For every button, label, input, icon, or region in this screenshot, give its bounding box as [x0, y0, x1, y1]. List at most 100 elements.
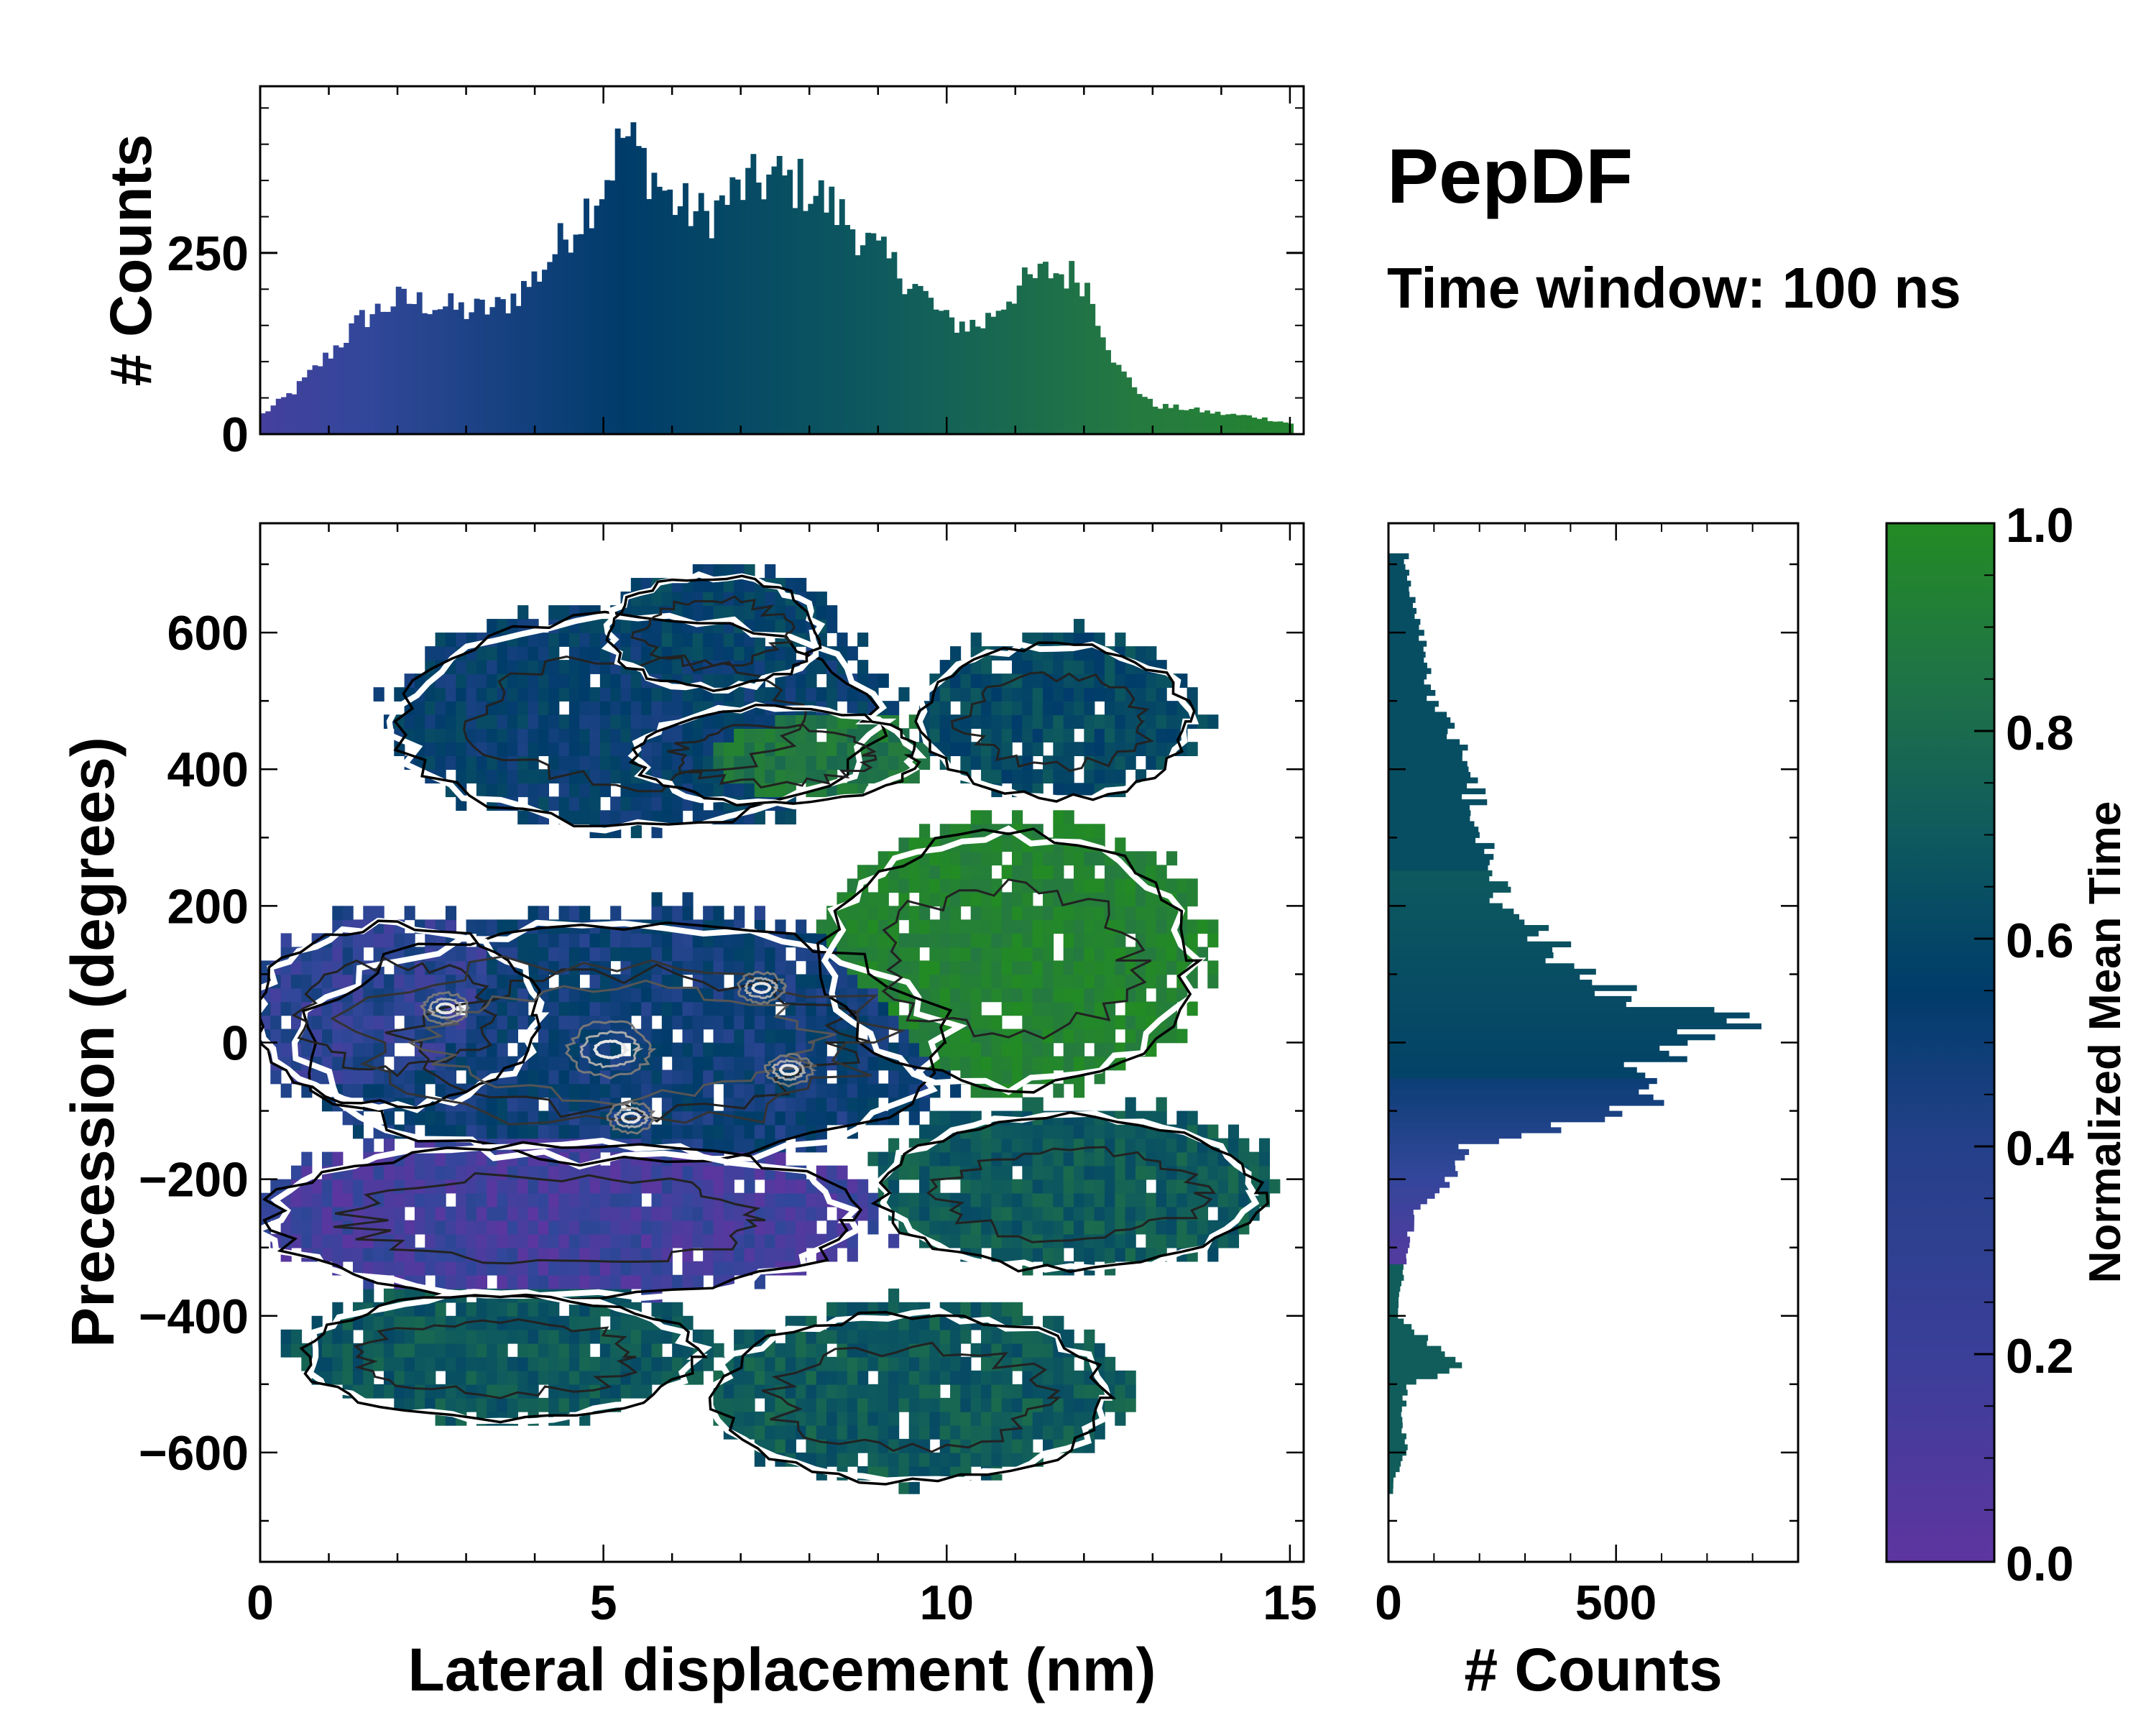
contour-line — [628, 704, 921, 807]
heatmap-cell — [528, 1110, 539, 1126]
contour-line — [761, 1341, 1061, 1453]
heatmap-cell — [713, 1206, 724, 1221]
heatmap-cell — [960, 1042, 972, 1057]
heatmap-cell — [1104, 988, 1116, 1003]
heatmap-cell — [456, 769, 467, 784]
heatmap-cell — [775, 960, 786, 975]
heatmap-cell — [548, 947, 560, 962]
heatmap-cell — [661, 1001, 673, 1016]
heatmap-cell — [579, 1097, 591, 1112]
chart-subtitle: Time window: 100 ns — [1387, 256, 1961, 320]
heatmap-cell — [1073, 1220, 1085, 1235]
heatmap-cell — [929, 851, 941, 866]
heatmap-cell — [682, 632, 694, 647]
right-hist-bar — [1388, 580, 1411, 587]
heatmap-cell — [867, 906, 879, 921]
heatmap-cell — [723, 1138, 734, 1153]
heatmap-cell — [1217, 1233, 1229, 1248]
heatmap-cell — [939, 851, 951, 866]
top-hist-bar — [1288, 423, 1294, 434]
heatmap-cell — [1073, 824, 1085, 839]
heatmap-cell — [877, 892, 889, 907]
heatmap-cell — [908, 1384, 920, 1399]
heatmap-cell — [734, 1001, 745, 1016]
heatmap-cell — [703, 1165, 714, 1180]
heatmap-cell — [775, 1425, 786, 1440]
heatmap-cell — [826, 1165, 838, 1180]
heatmap-cell — [816, 714, 827, 729]
heatmap-cell — [456, 632, 467, 647]
heatmap-cell — [847, 1302, 858, 1317]
top-hist-bar — [771, 166, 778, 434]
heatmap-cell — [939, 1165, 951, 1180]
right-hist-bar — [1388, 1417, 1403, 1423]
heatmap-cell — [476, 947, 488, 962]
heatmap-cell — [651, 988, 663, 1003]
heatmap-cell — [1084, 660, 1095, 674]
heatmap-cell — [734, 1056, 745, 1071]
heatmap-cell — [1073, 632, 1085, 647]
heatmap-cell — [589, 632, 601, 647]
heatmap-cell — [877, 1425, 889, 1440]
heatmap-cell — [651, 619, 663, 633]
heatmap-cell — [538, 1397, 550, 1412]
heatmap-cell — [517, 1110, 529, 1126]
heatmap-cell — [589, 974, 601, 989]
heatmap-cell — [568, 1397, 580, 1412]
heatmap-cell — [487, 1056, 498, 1071]
top-hist-bar — [1084, 282, 1090, 434]
heatmap-cell — [1258, 1138, 1271, 1153]
heatmap-cell — [991, 1411, 1003, 1426]
heatmap-cell — [806, 1015, 817, 1030]
heatmap-cell — [1094, 1192, 1105, 1208]
heatmap-cell — [517, 1083, 529, 1098]
heatmap-cell — [404, 1110, 415, 1126]
heatmap-cell — [888, 1083, 900, 1098]
heatmap-cell — [568, 988, 580, 1003]
heatmap-cell — [1043, 1151, 1054, 1167]
right-hist-bar — [1388, 1192, 1435, 1199]
heatmap-cell — [507, 919, 519, 934]
heatmap-cell — [435, 646, 446, 661]
heatmap-cell — [651, 592, 663, 606]
heatmap-cell — [765, 1029, 776, 1044]
heatmap-cell — [321, 1179, 333, 1194]
heatmap-cell — [456, 1302, 467, 1317]
heatmap-cell — [1032, 1179, 1044, 1194]
heatmap-cell — [908, 1206, 920, 1221]
heatmap-cell — [630, 1001, 642, 1016]
heatmap-cell — [321, 974, 333, 989]
heatmap-cell — [1135, 1247, 1147, 1262]
heatmap-cell — [425, 1220, 436, 1235]
heatmap-cell — [734, 578, 745, 592]
heatmap-cell — [785, 673, 796, 688]
heatmap-cell — [538, 933, 550, 948]
heatmap-cell — [620, 755, 632, 770]
heatmap-cell — [507, 646, 519, 661]
heatmap-cell — [1135, 892, 1147, 907]
heatmap-cell — [641, 1274, 653, 1289]
heatmap-cell — [1022, 1001, 1033, 1016]
heatmap-cell — [579, 1343, 591, 1358]
heatmap-cell — [775, 1124, 786, 1139]
heatmap-cell — [445, 1165, 457, 1180]
heatmap-cell — [1125, 1192, 1136, 1208]
heatmap-cell — [394, 1247, 405, 1262]
heatmap-cell — [1156, 933, 1167, 948]
heatmap-cell — [466, 701, 477, 715]
heatmap-cell — [1125, 1179, 1136, 1194]
heatmap-cell — [538, 1042, 550, 1057]
heatmap-cell — [991, 1452, 1003, 1467]
heatmap-cell — [991, 714, 1003, 729]
heatmap-cell — [877, 960, 889, 975]
heatmap-cell — [641, 1070, 653, 1085]
heatmap-cell — [466, 1179, 477, 1194]
heatmap-cell — [960, 1233, 972, 1248]
top-hist-bar — [886, 258, 893, 434]
heatmap-cell — [599, 1220, 611, 1235]
heatmap-cell — [466, 1165, 477, 1180]
heatmap-cell — [754, 1029, 765, 1044]
heatmap-cell — [898, 960, 910, 975]
heatmap-cell — [630, 687, 642, 702]
right-hist-bar — [1388, 689, 1436, 696]
